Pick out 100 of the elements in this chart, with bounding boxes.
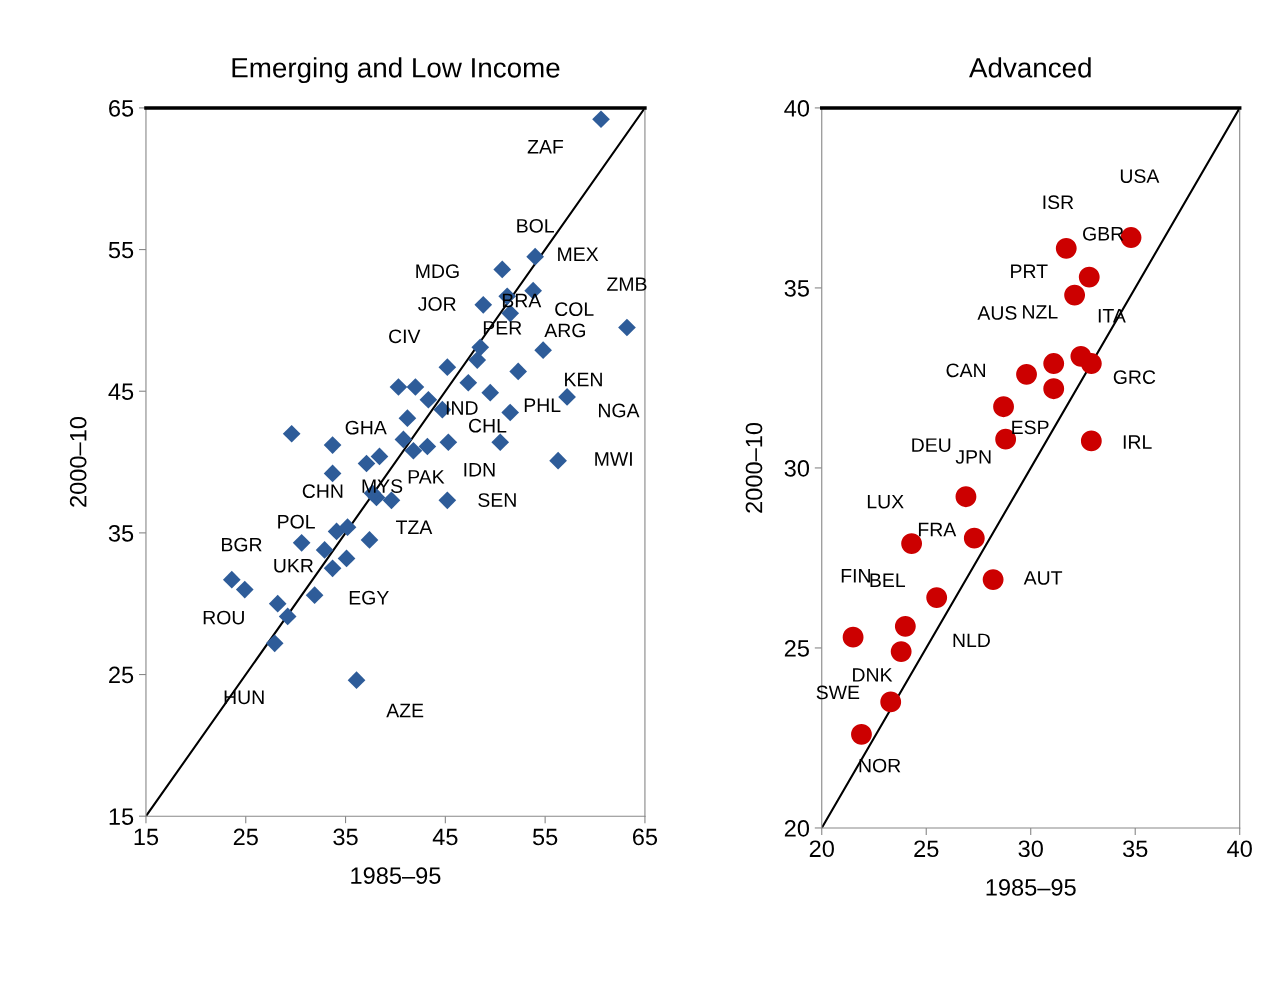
y-tick-label: 35 [784, 279, 809, 297]
annotation: PRT [1011, 264, 1048, 278]
point [880, 691, 902, 713]
annotation: IND [446, 401, 478, 415]
annotation: BGR [222, 537, 262, 552]
annotation: MWI [595, 452, 632, 466]
point [459, 373, 478, 392]
point [357, 454, 376, 473]
annotation: GBR [1083, 226, 1124, 241]
y-tick-label: 25 [784, 640, 809, 657]
annotation: MEX [558, 247, 599, 261]
point [265, 634, 284, 653]
point [993, 396, 1014, 418]
x-tick-label: 20 [809, 840, 834, 858]
point [592, 110, 610, 129]
annotation: CHL [469, 418, 507, 433]
point [222, 570, 241, 589]
x-tick-label: 25 [233, 828, 258, 846]
annotation: JOR [418, 297, 456, 311]
point [305, 586, 324, 605]
point [1055, 237, 1077, 259]
annotation: FRA [918, 522, 957, 537]
point [370, 447, 389, 466]
x-tick-label: 45 [432, 828, 458, 846]
annotation: TZA [396, 520, 433, 534]
annotation: NZL [1023, 305, 1058, 319]
point [468, 351, 487, 369]
point [842, 626, 864, 648]
annotation: FIN [841, 569, 870, 583]
annotation: KEN [565, 372, 602, 387]
point [360, 531, 379, 549]
point [1078, 266, 1100, 288]
annotation: ZMB [607, 277, 647, 291]
y-tick-label: 40 [784, 99, 810, 117]
point [890, 641, 912, 662]
x-tick-label: 30 [1018, 840, 1043, 858]
x-tick-label: 35 [1122, 840, 1148, 858]
point [235, 580, 254, 599]
annotation: DEU [912, 438, 951, 452]
x-tick-label: 35 [333, 828, 358, 846]
annotation: MDG [416, 264, 459, 279]
point [481, 383, 500, 402]
point [526, 247, 544, 266]
point [471, 338, 490, 357]
annotation: DNK [853, 668, 893, 682]
point [323, 436, 342, 454]
point [491, 433, 510, 452]
point [337, 549, 356, 568]
annotation: POL [278, 514, 315, 529]
annotation: ARG [544, 323, 585, 338]
point [1064, 284, 1086, 306]
point [315, 541, 334, 559]
point [394, 430, 413, 449]
point [406, 378, 425, 396]
x-tick-label: 15 [134, 828, 159, 846]
y-tick-label: 35 [108, 524, 134, 542]
annotation: AZE [386, 703, 424, 718]
annotation: NLD [953, 633, 990, 648]
x-axis-title: 1985–95 [351, 867, 441, 885]
point [474, 295, 493, 314]
y-tick-label: 15 [109, 808, 134, 825]
y-tick-label: 55 [108, 241, 134, 259]
x-tick-label: 65 [633, 828, 658, 846]
point [549, 451, 567, 470]
annotation: ISR [1043, 195, 1074, 210]
point [338, 518, 357, 537]
annotation: SEN [478, 493, 516, 507]
x-tick-label: 40 [1227, 840, 1252, 858]
annotation: BOL [517, 218, 554, 233]
y-tick-label: 25 [109, 666, 134, 684]
annotation: EGY [349, 590, 389, 605]
point [982, 569, 1004, 590]
annotation: AUT [1023, 571, 1063, 585]
point [1043, 378, 1065, 400]
point [1016, 363, 1037, 385]
x-axis-title: 1985–95 [986, 879, 1076, 896]
x-tick-label: 25 [914, 840, 939, 858]
annotation: CHN [302, 484, 343, 499]
annotation: SWE [816, 685, 860, 700]
point [398, 409, 417, 427]
point [323, 559, 342, 578]
annotation: COL [555, 302, 594, 317]
point [509, 362, 528, 381]
annotation: NOR [859, 758, 901, 773]
annotation: USA [1120, 169, 1160, 184]
point [1080, 353, 1102, 374]
point [418, 437, 437, 456]
point [347, 671, 366, 690]
y-tick-label: 65 [109, 99, 134, 117]
point [282, 424, 301, 443]
annotation: AUS [977, 306, 1017, 320]
annotation: CIV [389, 329, 421, 344]
point [323, 464, 342, 483]
point [438, 358, 457, 376]
point [438, 491, 457, 510]
point [268, 594, 287, 613]
chart-title: Emerging and Low Income [232, 57, 560, 84]
point [292, 533, 311, 552]
point [1043, 353, 1065, 374]
annotation: UKR [274, 558, 313, 573]
